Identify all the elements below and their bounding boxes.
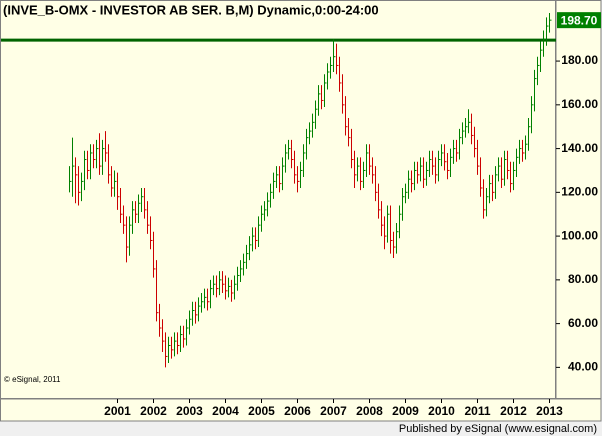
x-tick-label: 2007 xyxy=(320,404,347,418)
x-tick-label: 2002 xyxy=(140,404,167,418)
x-tick-label: 2006 xyxy=(284,404,311,418)
y-tick-label: 100.00 xyxy=(561,228,598,242)
y-tick-label: 120.00 xyxy=(561,185,598,199)
x-tick-label: 2010 xyxy=(428,404,455,418)
x-tick-label: 2005 xyxy=(248,404,275,418)
x-tick-label: 2009 xyxy=(392,404,419,418)
chart-title: (INVE_B-OMX - INVESTOR AB SER. B,M) Dyna… xyxy=(3,2,379,17)
footer: Published by eSignal (www.esignal.com) xyxy=(399,423,597,435)
x-tick-label: 2004 xyxy=(212,404,239,418)
x-tick-label: 2001 xyxy=(104,404,131,418)
y-tick-label: 40.00 xyxy=(568,360,598,374)
time-axis xyxy=(0,398,602,422)
y-tick-label: 80.00 xyxy=(568,272,598,286)
plot-area xyxy=(0,0,556,399)
y-tick-label: 160.00 xyxy=(561,97,598,111)
y-tick-label: 60.00 xyxy=(568,316,598,330)
y-tick-label: 140.00 xyxy=(561,141,598,155)
last-price-box xyxy=(557,12,601,29)
x-tick-label: 2003 xyxy=(176,404,203,418)
last-price-label: 198.70 xyxy=(561,13,598,27)
x-tick-label: 2008 xyxy=(356,404,383,418)
x-tick-label: 2012 xyxy=(500,404,527,418)
price-axis xyxy=(555,0,602,399)
x-tick-label: 2013 xyxy=(536,404,563,418)
copyright: © eSignal, 2011 xyxy=(4,375,61,384)
x-tick-label: 2011 xyxy=(464,404,490,418)
y-tick-label: 180.00 xyxy=(561,53,598,67)
